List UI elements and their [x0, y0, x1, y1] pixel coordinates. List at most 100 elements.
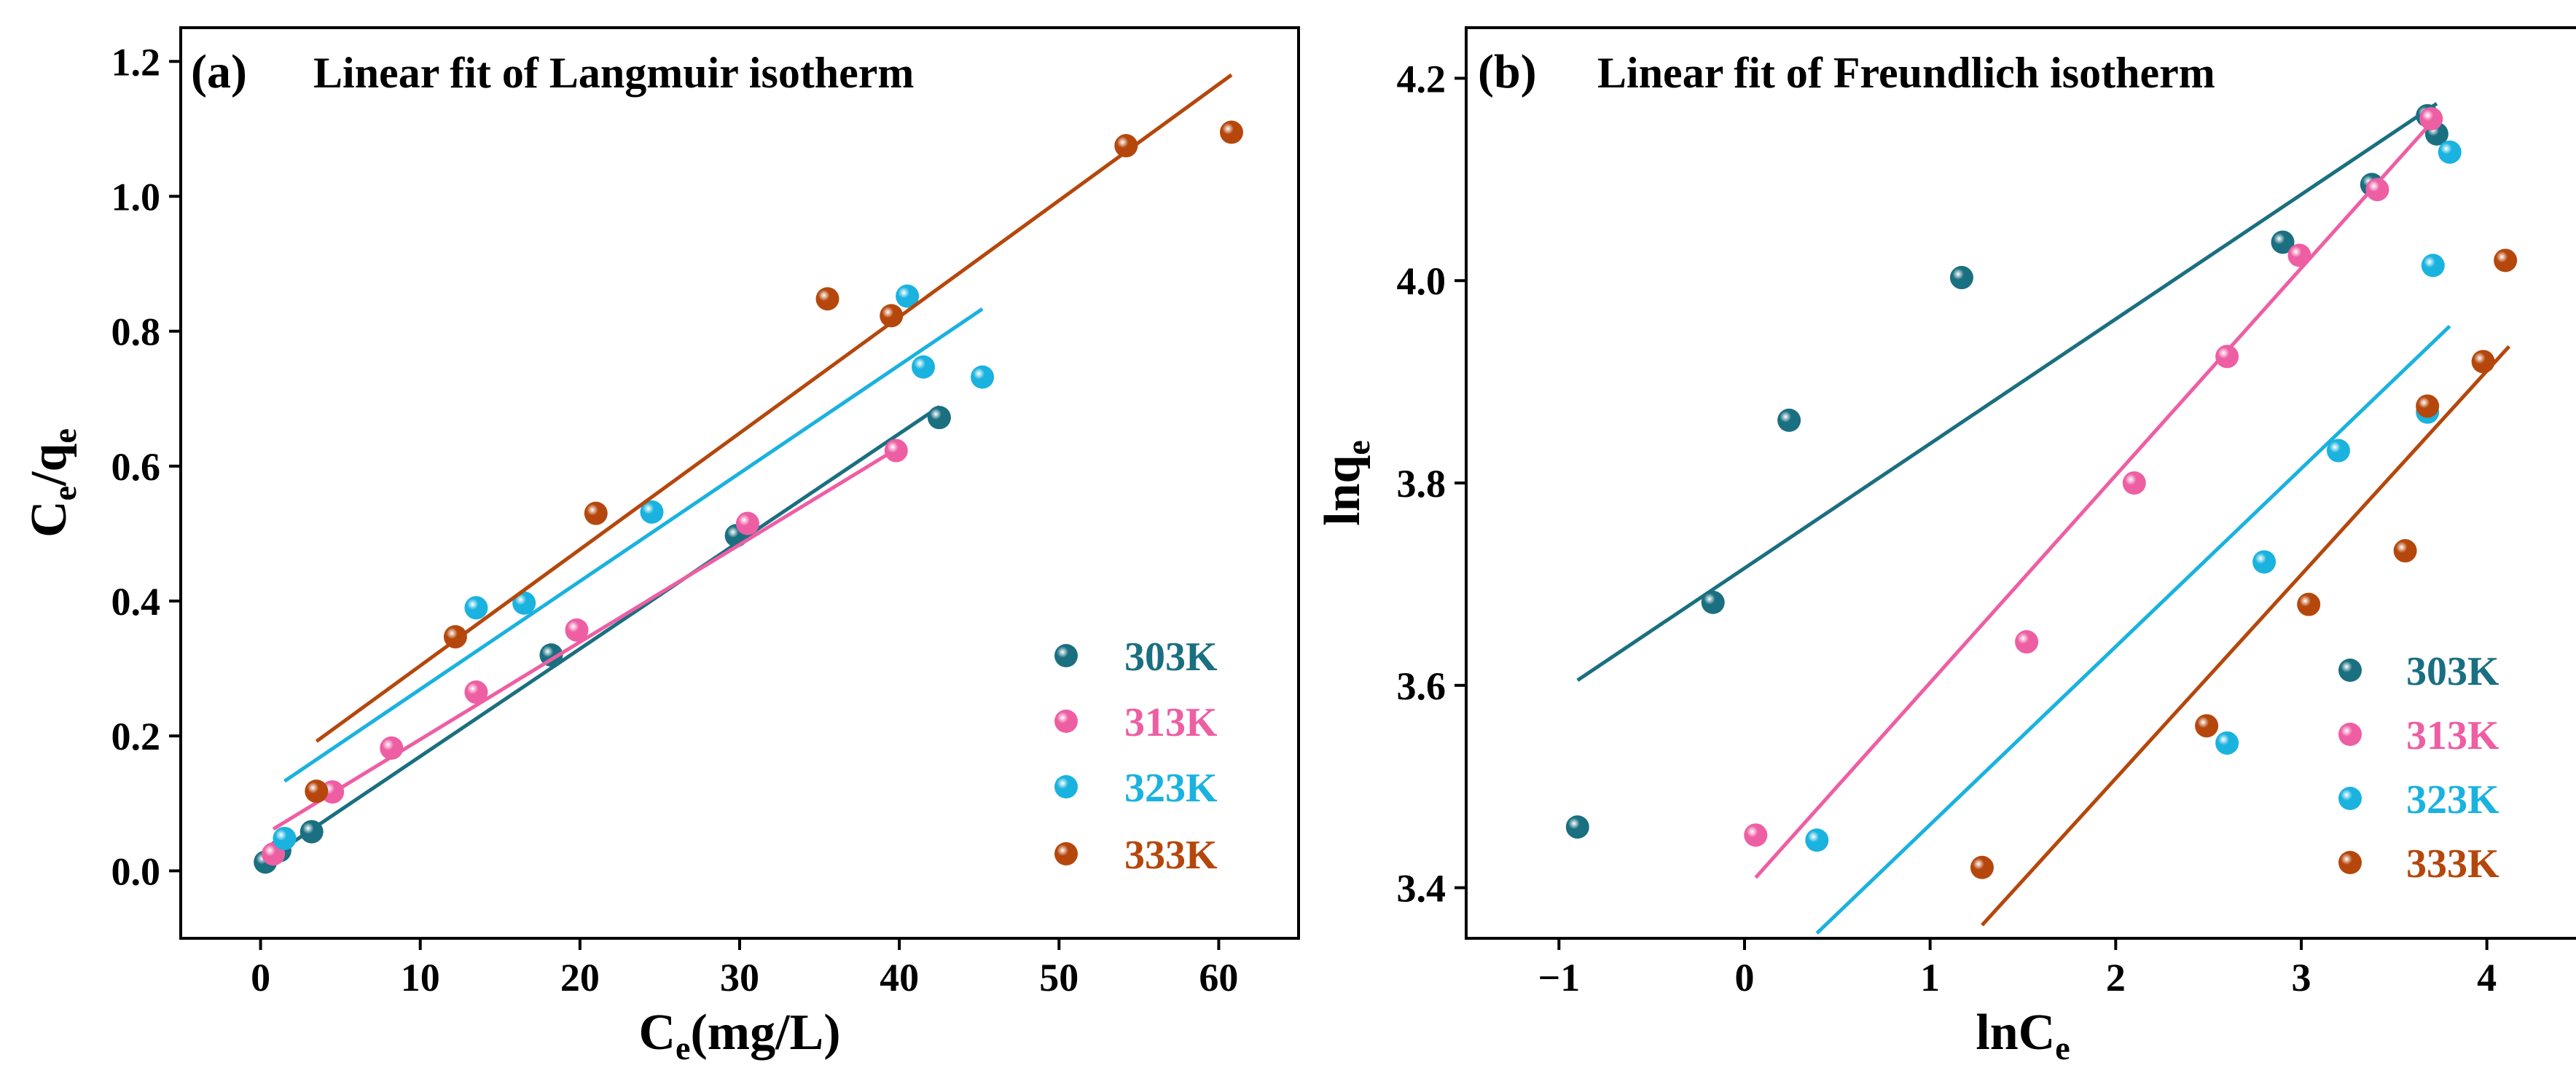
- y-tick-label: 0.2: [111, 715, 161, 758]
- panel-a-chart: 0 10 20 30 40 50 60 0.0 0.2 0.4 0.6 0.8 1.0 1.2 (a) Lin…: [21, 26, 1300, 1067]
- data-point-333K: [815, 287, 839, 311]
- y-tick-label: 3.8: [1397, 462, 1446, 506]
- legend-marker-313K: [1054, 710, 1078, 733]
- fit-line-323K: [283, 307, 984, 783]
- data-point-313K: [380, 736, 404, 760]
- legend-label-303K: 303K: [1124, 635, 1218, 680]
- data-point-323K: [2438, 140, 2462, 164]
- y-tick-label: 1.0: [111, 175, 161, 219]
- data-point-333K: [2393, 539, 2417, 563]
- data-point-303K: [1701, 590, 1725, 614]
- fit-line-313K: [272, 445, 901, 831]
- legend-label-323K: 323K: [1124, 766, 1218, 811]
- data-point-313K: [2419, 107, 2443, 130]
- data-point-333K: [2494, 248, 2518, 272]
- legend-label-333K: 333K: [1124, 833, 1218, 878]
- data-point-333K: [2297, 592, 2321, 616]
- series-333K: [1970, 248, 2518, 927]
- data-point-333K: [880, 304, 904, 328]
- data-point-303K: [1777, 408, 1801, 432]
- data-point-323K: [1805, 828, 1829, 852]
- fit-line-303K: [1576, 102, 2438, 682]
- fit-line-323K: [1815, 324, 2451, 935]
- y-tick-label: 0.6: [111, 445, 161, 489]
- data-point-313K: [2287, 243, 2311, 267]
- legend-marker-333K: [1054, 842, 1078, 865]
- data-point-323K: [464, 596, 488, 620]
- fit-line-333K: [315, 73, 1233, 743]
- x-tick-label: 0: [251, 956, 270, 999]
- data-point-333K: [1219, 120, 1243, 144]
- series-303K: [254, 405, 951, 874]
- x-tick-label: 1: [1920, 956, 1940, 999]
- legend-marker-303K: [2338, 659, 2362, 682]
- series-313K: [1744, 107, 2443, 879]
- fit-line-333K: [1981, 345, 2511, 927]
- legend-label-303K: 303K: [2406, 649, 2499, 694]
- y-tick-label: 0.4: [111, 580, 161, 624]
- series-323K: [273, 284, 995, 850]
- data-point-333K: [1114, 134, 1138, 158]
- legend: 303K 313K 323K 333K: [2338, 649, 2499, 887]
- data-point-333K: [584, 501, 608, 525]
- panel-label: (b): [1478, 45, 1537, 98]
- data-point-323K: [640, 500, 664, 524]
- data-point-313K: [2215, 345, 2239, 369]
- data-point-333K: [2416, 394, 2440, 418]
- data-point-333K: [443, 625, 467, 649]
- legend-marker-303K: [1054, 644, 1078, 667]
- x-tick-label: 40: [880, 956, 919, 999]
- fit-line-303K: [264, 405, 941, 863]
- legend-label-323K: 323K: [2406, 777, 2499, 822]
- legend-marker-333K: [2338, 851, 2362, 874]
- data-point-323K: [896, 284, 920, 308]
- y-tick-label: 0.8: [111, 310, 161, 354]
- legend-label-333K: 333K: [2406, 841, 2499, 887]
- data-point-323K: [2252, 550, 2276, 574]
- data-point-303K: [539, 643, 563, 667]
- label-part: e: [46, 428, 83, 443]
- x-tick-label: 3: [2292, 956, 2311, 999]
- legend-marker-323K: [1054, 775, 1078, 798]
- data-point-333K: [2195, 714, 2219, 738]
- y-tick-label: 1.2: [111, 40, 161, 84]
- label-part: C: [21, 500, 77, 538]
- label-part: e: [676, 1029, 690, 1067]
- data-point-323K: [912, 355, 936, 379]
- chart-title: Linear fit of Freundlich isotherm: [1597, 49, 2215, 97]
- y-tick-label: 3.4: [1397, 867, 1446, 911]
- series-323K: [1805, 140, 2462, 935]
- y-tick-label: 3.6: [1397, 664, 1446, 708]
- data-point-313K: [1744, 823, 1768, 847]
- label-part: /q: [21, 443, 77, 486]
- data-point-303K: [1949, 266, 1973, 290]
- data-point-303K: [300, 820, 324, 844]
- legend-marker-323K: [2338, 787, 2362, 810]
- label-part: lnC: [1976, 1005, 2055, 1061]
- label-part: (mg/L): [690, 1005, 840, 1061]
- x-tick-label: 20: [560, 956, 600, 999]
- legend-marker-313K: [2338, 723, 2362, 746]
- data-point-323K: [2215, 731, 2239, 755]
- data-point-303K: [1565, 815, 1589, 839]
- x-tick-label: 0: [1735, 956, 1755, 999]
- data-point-313K: [2365, 178, 2389, 202]
- data-point-323K: [2421, 254, 2445, 278]
- x-axis-label: lnCe: [1976, 1005, 2070, 1067]
- x-tick-label: 30: [720, 956, 759, 999]
- x-tick-label: 60: [1199, 956, 1238, 999]
- y-tick-label: 4.2: [1397, 57, 1446, 101]
- x-tick-label: −1: [1538, 956, 1580, 999]
- legend-label-313K: 313K: [2406, 713, 2499, 758]
- series-333K: [305, 73, 1243, 804]
- data-point-313K: [2015, 630, 2039, 654]
- panel-label: (a): [191, 45, 247, 98]
- label-part: e: [1339, 440, 1377, 455]
- legend: 303K 313K 323K 333K: [1054, 635, 1218, 878]
- data-point-323K: [273, 826, 297, 850]
- x-axis-label: Ce(mg/L): [638, 1005, 840, 1067]
- data-point-333K: [1970, 855, 1994, 879]
- y-axis-label: Ce/qe: [21, 428, 83, 538]
- data-point-313K: [2122, 471, 2146, 495]
